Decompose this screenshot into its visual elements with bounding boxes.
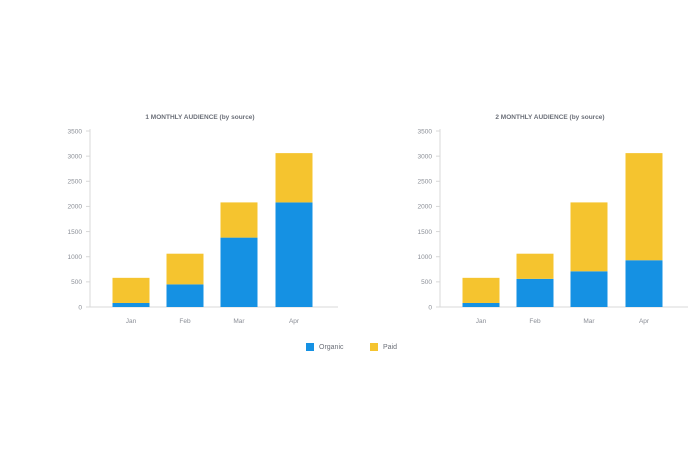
- y-tick-label: 3500: [68, 128, 83, 135]
- x-tick-label: Mar: [233, 318, 245, 325]
- y-tick-label: 1500: [418, 229, 433, 236]
- legend-label-paid: Paid: [383, 343, 398, 351]
- y-tick-label: 2000: [418, 204, 433, 211]
- x-tick-label: Mar: [583, 318, 595, 325]
- bar-paid-feb: [166, 253, 204, 285]
- bar-organic-feb: [516, 278, 554, 307]
- y-tick-label: 500: [71, 279, 82, 286]
- legend-swatch-organic: [306, 343, 314, 351]
- y-tick-label: 3000: [418, 153, 433, 160]
- bar-paid-feb: [516, 253, 554, 279]
- y-tick-label: 500: [421, 279, 432, 286]
- bar-paid-apr: [625, 153, 663, 261]
- x-tick-label: Feb: [179, 318, 191, 325]
- legend-item-organic[interactable]: Organic: [306, 343, 344, 351]
- bar-organic-apr: [625, 260, 663, 307]
- bar-organic-jan: [112, 302, 150, 307]
- x-tick-label: Jan: [476, 318, 487, 325]
- y-tick-label: 1500: [68, 229, 83, 236]
- bar-paid-mar: [220, 202, 258, 238]
- legend-item-paid[interactable]: Paid: [370, 343, 397, 351]
- y-tick-label: 3000: [68, 153, 83, 160]
- chart-title: 2 MONTHLY AUDIENCE (by source): [495, 114, 604, 121]
- y-tick-label: 1000: [418, 254, 433, 261]
- bar-paid-jan: [462, 277, 500, 303]
- chart-1: 1 MONTHLY AUDIENCE (by source) 0 500 1000 15…: [68, 114, 338, 325]
- bar-organic-mar: [570, 271, 608, 307]
- y-tick-label: 0: [78, 304, 82, 311]
- y-tick-label: 2500: [418, 179, 433, 186]
- bar-paid-apr: [275, 153, 313, 203]
- chart-2: 2 MONTHLY AUDIENCE (by source) 0 500 1000 15…: [418, 114, 688, 325]
- y-tick-label: 2000: [68, 204, 83, 211]
- x-tick-label: Feb: [529, 318, 541, 325]
- bar-organic-jan: [462, 302, 500, 307]
- bar-organic-apr: [275, 202, 313, 307]
- legend: Organic Paid: [0, 343, 700, 357]
- x-tick-label: Jan: [126, 318, 137, 325]
- y-tick-label: 3500: [418, 128, 433, 135]
- chart-title: 1 MONTHLY AUDIENCE (by source): [145, 114, 254, 121]
- y-tick-label: 2500: [68, 179, 83, 186]
- x-tick-label: Apr: [289, 318, 300, 325]
- bar-paid-jan: [112, 277, 150, 303]
- legend-label-organic: Organic: [319, 343, 344, 351]
- legend-swatch-paid: [370, 343, 378, 351]
- bar-organic-mar: [220, 237, 258, 307]
- bar-paid-mar: [570, 202, 608, 272]
- bar-organic-feb: [166, 284, 204, 307]
- y-tick-label: 1000: [68, 254, 83, 261]
- y-tick-label: 0: [428, 304, 432, 311]
- x-tick-label: Apr: [639, 318, 650, 325]
